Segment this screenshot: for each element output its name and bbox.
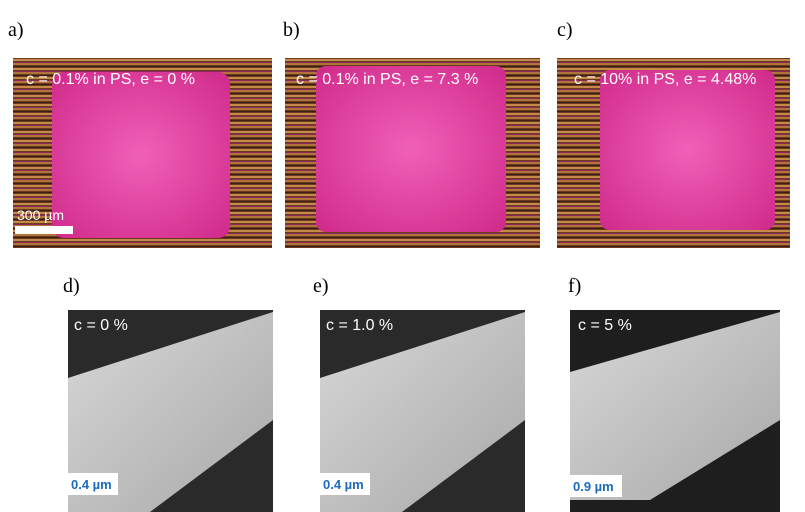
caption: c = 5 %: [578, 317, 632, 334]
caption: c = 10% in PS, e = 4.48%: [574, 71, 756, 88]
panel-label: d): [63, 275, 80, 297]
panel-label: f): [568, 275, 581, 297]
scale-bar-label: 0.4 µm: [71, 477, 112, 492]
panel-label: e): [313, 275, 329, 297]
panel-label: a): [8, 19, 24, 41]
scale-bar-label: 0.9 µm: [573, 479, 614, 494]
caption: c = 1.0 %: [326, 317, 393, 334]
caption: c = 0.1% in PS, e = 0 %: [26, 71, 195, 88]
figure: a) c = 0.1% in PS, e = 0 % 300 µm b) c =…: [0, 0, 805, 512]
panel-label: b): [283, 19, 300, 41]
scale-bar-label: 300 µm: [17, 207, 64, 223]
caption: c = 0.1% in PS, e = 7.3 %: [296, 71, 478, 88]
caption: c = 0 %: [74, 317, 128, 334]
panel-label: c): [557, 19, 573, 41]
scale-bar-label: 0.4 µm: [323, 477, 364, 492]
